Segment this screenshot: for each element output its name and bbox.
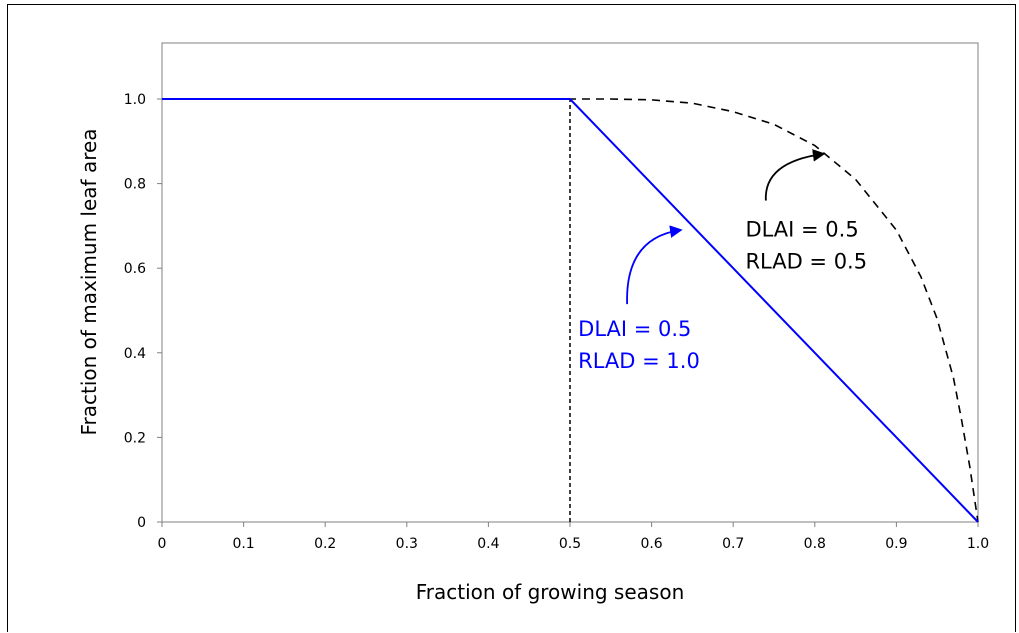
x-tick-label: 1.0	[967, 536, 989, 552]
x-tick-label: 0.3	[396, 536, 418, 552]
annotations: DLAI = 0.5 RLAD = 1.0 DLAI = 0.5 RLAD = 0.5	[578, 149, 867, 373]
x-tick-label: 0.9	[885, 536, 907, 552]
chart-frame	[7, 4, 1016, 632]
x-tick-label: 0.6	[640, 536, 662, 552]
annotation-arrow	[626, 225, 683, 305]
x-tick-label: 0.2	[314, 536, 336, 552]
annotation-line: RLAD = 0.5	[745, 249, 867, 273]
y-tick-label: 0.4	[124, 346, 146, 362]
x-tick-label: 0.4	[477, 536, 499, 552]
y-tick-label: 0.2	[124, 430, 146, 446]
annotation-text: DLAI = 0.5 RLAD = 0.5	[745, 217, 867, 273]
annotation-line: DLAI = 0.5	[745, 217, 858, 241]
y-tick-label: 0.8	[124, 177, 146, 193]
y-tick-label: 1.0	[124, 92, 146, 108]
y-tick-label: 0.6	[124, 261, 146, 277]
x-tick-label: 0.1	[232, 536, 254, 552]
y-axis-ticks: 0 0.2 0.4 0.6 0.8 1.0	[124, 92, 162, 531]
y-tick-label: 0	[137, 515, 146, 531]
x-axis-ticks: 0 0.1 0.2 0.3 0.4 0.5 0.6 0.7 0.8 0.9 1.0	[158, 522, 989, 552]
annotation-arrow	[764, 149, 826, 201]
annotation-line: DLAI = 0.5	[578, 317, 691, 341]
x-tick-label: 0.8	[804, 536, 826, 552]
series-line-solid	[162, 98, 979, 523]
y-axis-label: Fraction of maximum leaf area	[77, 128, 101, 435]
series-layer	[162, 98, 979, 523]
annotation-line: RLAD = 1.0	[578, 349, 700, 373]
x-axis-label: Fraction of growing season	[416, 580, 685, 604]
annotation-text: DLAI = 0.5 RLAD = 1.0	[578, 317, 700, 373]
x-tick-label: 0	[158, 536, 167, 552]
series-line-dashed	[162, 98, 979, 523]
x-tick-label: 0.7	[722, 536, 744, 552]
x-tick-label: 0.5	[559, 536, 581, 552]
